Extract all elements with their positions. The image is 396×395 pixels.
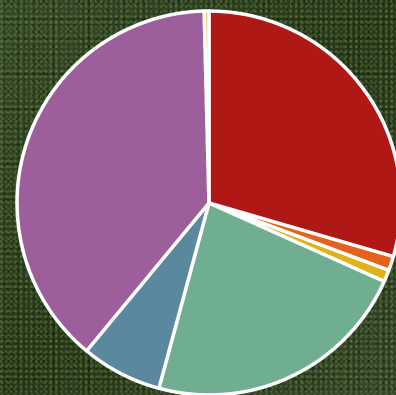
pie-slice-6 (15, 9, 211, 353)
pie-slice-7 (202, 9, 211, 205)
pie-slice-1 (207, 9, 396, 259)
pie-slice-4 (157, 201, 386, 395)
